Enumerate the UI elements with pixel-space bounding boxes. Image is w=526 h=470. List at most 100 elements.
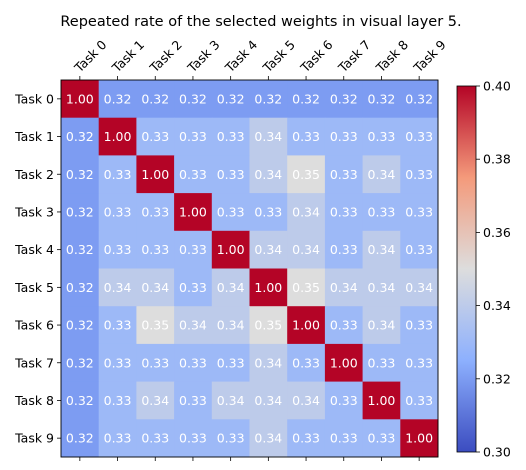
cell-value-label: 0.35 (292, 167, 320, 182)
heatmap-cell (400, 343, 439, 383)
cell-value-label: 0.32 (405, 91, 433, 106)
colorbar-tick-label: 0.30 (483, 445, 511, 460)
heatmap-cell (136, 381, 175, 420)
colorbar-tick-label: 0.32 (483, 371, 511, 386)
cell-value-label: 1.00 (405, 431, 433, 446)
heatmap-cell (61, 230, 100, 269)
heatmap-cell (249, 268, 288, 307)
heatmap-cell (211, 193, 250, 232)
heatmap-cell (61, 193, 100, 232)
heatmap-cell (174, 80, 213, 119)
cell-value-label: 0.34 (217, 393, 245, 408)
cell-value-label: 0.34 (330, 280, 358, 295)
cell-value-label: 0.33 (217, 167, 245, 182)
heatmap-cell (400, 117, 439, 156)
cell-value-label: 0.34 (179, 318, 207, 333)
heatmap-cell (287, 419, 326, 458)
cell-value-label: 0.33 (141, 431, 169, 446)
cell-value-label: 0.33 (292, 355, 320, 370)
heatmap-cell (136, 268, 175, 307)
cell-value-label: 0.34 (254, 242, 282, 257)
cell-value-label: 0.33 (104, 242, 132, 257)
heatmap-cell (400, 419, 439, 458)
heatmap-cell (362, 306, 401, 345)
cell-value-label: 0.34 (292, 204, 320, 219)
plot-frame (60, 79, 439, 458)
cell-value-label: 0.32 (254, 91, 282, 106)
cell-value-label: 0.32 (330, 91, 358, 106)
cell-value-label: 0.32 (66, 204, 94, 219)
cell-annotations: 1.00 0.32 0.32 0.32 0.32 0.32 0.32 0.32 0.32 0.32… (66, 91, 433, 445)
cell-value-label: 0.33 (368, 355, 396, 370)
cell-value-label: 0.34 (292, 393, 320, 408)
heatmap-cell (61, 381, 100, 420)
cell-value-label: 0.33 (405, 393, 433, 408)
heatmap-cell (324, 80, 364, 119)
y-tick-label: Task 9 (14, 431, 54, 446)
cell-value-label: 0.33 (330, 167, 358, 182)
heatmap-cell (211, 419, 250, 458)
x-tick-label: Task 3 (184, 37, 223, 76)
heatmap-cell (98, 381, 137, 420)
cell-value-label: 0.34 (368, 318, 396, 333)
cell-value-label: 0.32 (66, 355, 94, 370)
y-tick-label: Task 0 (14, 91, 54, 106)
cell-value-label: 0.35 (292, 280, 320, 295)
cell-value-label: 0.33 (330, 318, 358, 333)
y-tick-labels: Task 0 Task 1 Task 2 Task 3 Task 4 Task 5 Task… (14, 91, 61, 446)
cell-value-label: 1.00 (330, 355, 358, 370)
cell-value-label: 0.32 (66, 129, 94, 144)
heatmap-cell (324, 230, 364, 269)
cell-value-label: 0.32 (217, 91, 245, 106)
cell-value-label: 0.33 (179, 280, 207, 295)
cell-value-label: 0.33 (104, 167, 132, 182)
cell-value-label: 0.34 (368, 280, 396, 295)
cell-value-label: 0.32 (66, 393, 94, 408)
cell-value-label: 0.32 (179, 91, 207, 106)
y-tick-label: Task 6 (14, 318, 54, 333)
cell-value-label: 0.32 (104, 91, 132, 106)
cell-value-label: 0.34 (217, 318, 245, 333)
heatmap-cell (249, 155, 288, 194)
cell-value-label: 0.32 (368, 91, 396, 106)
cell-value-label: 0.33 (104, 318, 132, 333)
heatmap-cell (136, 230, 175, 269)
heatmap-cell (324, 117, 364, 156)
chart-title: Repeated rate of the selected weights in… (60, 14, 461, 30)
heatmap-cell (98, 80, 137, 119)
heatmap-cell (174, 268, 213, 307)
heatmap-cell (174, 419, 213, 458)
cell-value-label: 0.33 (104, 204, 132, 219)
cell-value-label: 1.00 (368, 393, 396, 408)
cell-value-label: 0.33 (217, 129, 245, 144)
cell-value-label: 0.32 (66, 242, 94, 257)
heatmap-cell (61, 80, 100, 119)
heatmap-cell (61, 343, 100, 383)
cell-value-label: 0.34 (368, 167, 396, 182)
heatmap-cell (362, 381, 401, 420)
x-tick-label: Task 0 (71, 37, 110, 76)
cell-value-label: 0.34 (254, 129, 282, 144)
heatmap-cell (174, 155, 213, 194)
heatmap-cell (362, 80, 401, 119)
colorbar-gradient-bar (457, 86, 476, 452)
cell-value-label: 0.33 (141, 204, 169, 219)
heatmap-cell (136, 80, 175, 119)
cell-value-label: 0.33 (292, 129, 320, 144)
heatmap-cell (400, 80, 439, 119)
heatmap-cell (324, 193, 364, 232)
y-tick-label: Task 2 (14, 167, 54, 182)
cell-value-label: 0.34 (217, 280, 245, 295)
heatmap-cell (174, 230, 213, 269)
heatmap-cell (324, 343, 364, 383)
y-tick-label: Task 5 (14, 280, 54, 295)
cell-value-label: 1.00 (254, 280, 282, 295)
y-tick-label: Task 3 (14, 204, 54, 219)
heatmap-cell (174, 343, 213, 383)
cell-value-label: 0.33 (179, 393, 207, 408)
cell-value-label: 0.33 (405, 167, 433, 182)
cell-value-label: 1.00 (66, 91, 94, 106)
colorbar-tick-label: 0.36 (483, 225, 511, 240)
cell-value-label: 0.34 (254, 167, 282, 182)
cell-value-label: 0.33 (141, 355, 169, 370)
